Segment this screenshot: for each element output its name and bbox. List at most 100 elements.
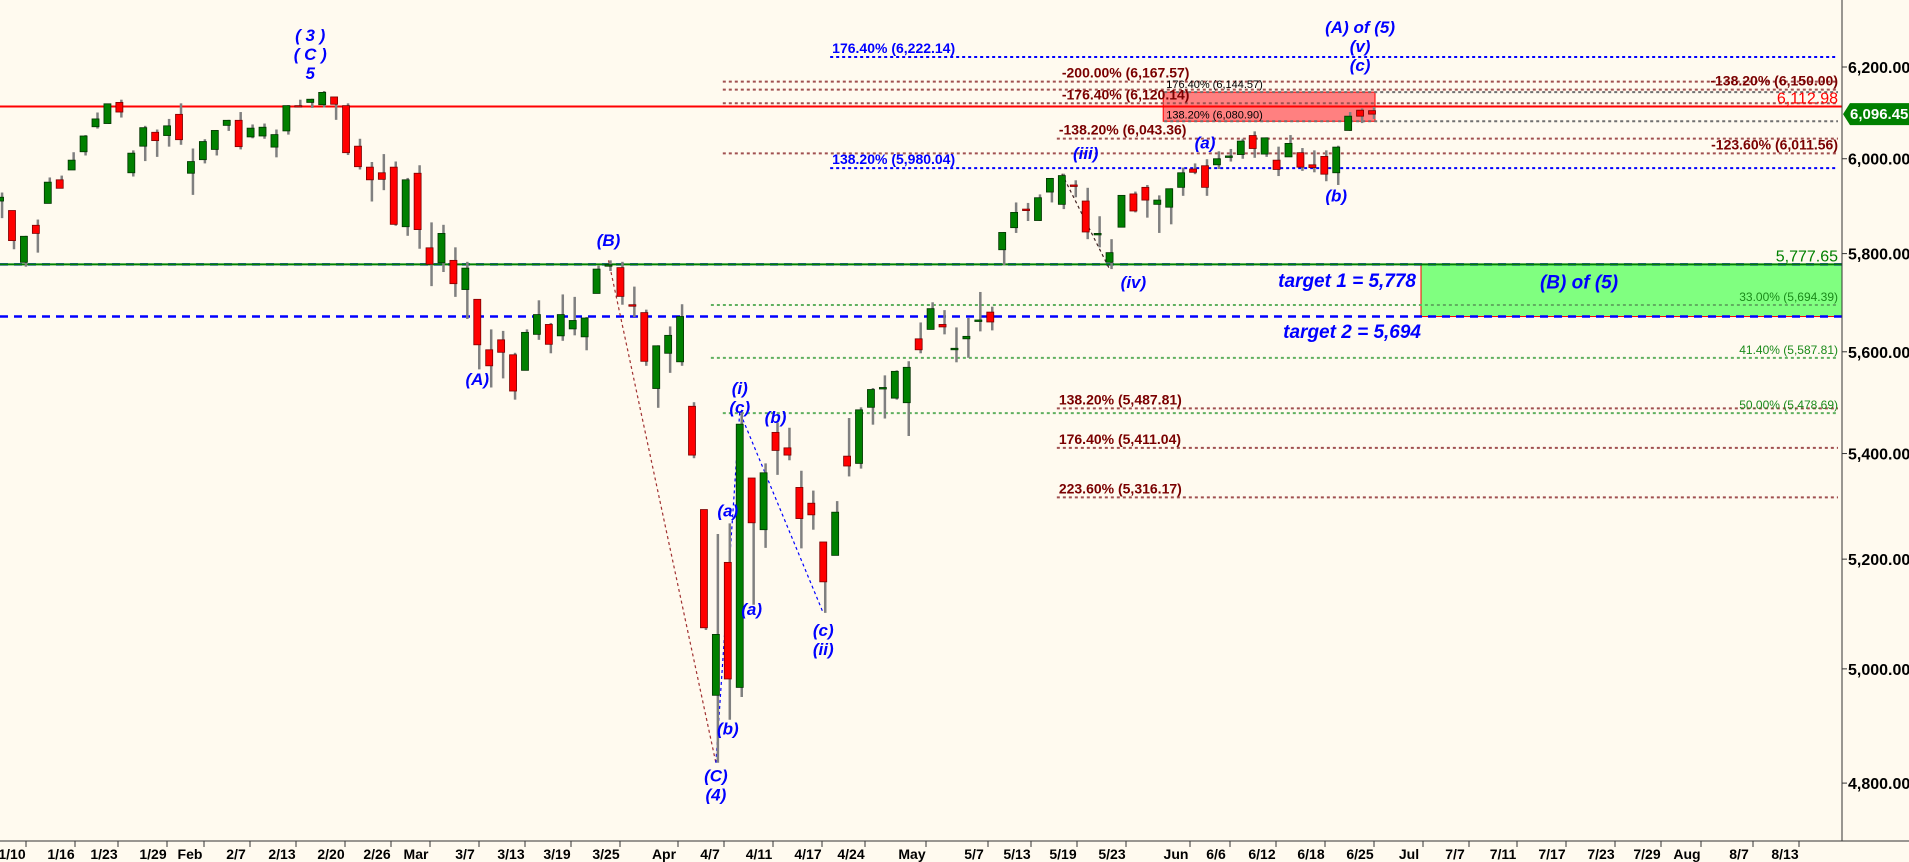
candle-body <box>580 317 589 338</box>
candle-body <box>1141 186 1150 201</box>
candle-body <box>1248 135 1257 149</box>
y-tick-label: 5,000.00 <box>1848 662 1909 679</box>
candle-body <box>568 320 577 330</box>
candle-body <box>0 196 4 202</box>
wave-lines-layer <box>607 173 1111 763</box>
x-tick-label: 7/17 <box>1538 846 1565 862</box>
candle-body <box>413 172 422 230</box>
x-tick-label: 4/7 <box>700 846 720 862</box>
candle-body <box>187 161 195 174</box>
y-tick-label: 4,800.00 <box>1848 776 1909 793</box>
candle-body <box>175 113 183 141</box>
candle-body <box>1272 159 1281 170</box>
candle-body <box>1165 188 1174 208</box>
candle-body <box>902 366 911 404</box>
candle-body <box>1069 184 1078 187</box>
x-tick-label: 5/7 <box>964 846 984 862</box>
fib-level-label: 223.60% (5,316.17) <box>1059 480 1182 496</box>
x-tick-label: Mar <box>404 846 429 862</box>
candle-body <box>1201 165 1209 188</box>
candle-body <box>425 247 434 265</box>
x-tick-label: 3/13 <box>497 846 524 862</box>
wave-label: (c) <box>813 621 834 640</box>
x-tick-label: 2/7 <box>226 846 246 862</box>
x-tick-label: 5/19 <box>1049 846 1076 862</box>
candle-body <box>1022 208 1030 211</box>
candle-body <box>1260 137 1269 155</box>
candle-body <box>1236 140 1245 155</box>
wave-label: (iv) <box>1121 273 1147 292</box>
wave-label: (C) <box>704 767 728 786</box>
candle-body <box>43 181 52 204</box>
x-tick-label: 8/7 <box>1729 846 1749 862</box>
fib-level-label: 41.40% (5,587.81) <box>1739 343 1838 357</box>
x-tick-label: 7/23 <box>1587 846 1614 862</box>
candle-body <box>640 312 649 362</box>
x-tick-label: 4/17 <box>794 846 821 862</box>
x-tick-label: Jun <box>1164 846 1189 862</box>
candle-body <box>1332 146 1341 174</box>
candle-body <box>974 319 983 322</box>
candle-body <box>103 103 112 124</box>
candle-body <box>831 511 840 556</box>
candle-body <box>449 259 458 285</box>
candle-body <box>1213 158 1221 166</box>
x-tick-label: Jul <box>1399 846 1419 862</box>
x-tick-label: 2/13 <box>268 846 295 862</box>
wave-label: (A) <box>465 370 489 389</box>
candle-body <box>652 345 661 389</box>
fib-level-label: 50.00% (5,478.69) <box>1739 398 1838 412</box>
candle-body <box>1284 142 1293 158</box>
x-tick-label: May <box>898 846 925 862</box>
candle-body <box>544 324 553 345</box>
candle-body <box>688 405 696 456</box>
x-tick-label: Feb <box>178 846 203 862</box>
x-tick-label: 2/20 <box>317 846 344 862</box>
last-price-tag <box>1843 103 1909 126</box>
candle-body <box>700 509 708 629</box>
candle-body <box>914 338 923 351</box>
wave-label: (b) <box>717 719 739 738</box>
candle-body <box>986 311 995 323</box>
last-price-label: 6,096.45 <box>1850 106 1908 123</box>
candle-body <box>1093 233 1102 236</box>
candle-body <box>365 166 374 181</box>
candle-body <box>342 105 350 154</box>
fib-level-label: -200.00% (6,167.57) <box>1062 65 1190 81</box>
candle-body <box>1368 110 1376 115</box>
x-tick-label: 5/23 <box>1098 846 1125 862</box>
candle-body <box>55 179 64 189</box>
candle-body <box>533 314 541 335</box>
fib-level-label: -123.60% (6,011.56) <box>1711 136 1838 152</box>
wave-connector-line <box>715 411 824 763</box>
wave-label: (b) <box>1325 186 1347 205</box>
candle-body <box>1296 152 1305 168</box>
candle-body <box>1344 115 1353 131</box>
target-zone-label: (B) of (5) <box>1540 272 1618 293</box>
candle-body <box>807 502 816 516</box>
candle-body <box>890 370 899 399</box>
x-tick-label: 7/7 <box>1445 846 1465 862</box>
candle-body <box>8 210 16 242</box>
x-tick-label: 6/25 <box>1346 846 1373 862</box>
wave-label: (A) of (5) <box>1325 18 1395 37</box>
candle-body <box>246 127 255 138</box>
candle-body <box>163 125 171 136</box>
fib-level-label: 33.00% (5,694.39) <box>1739 290 1838 304</box>
fib-level-label: -176.40% (6,120.14) <box>1062 86 1190 102</box>
candle-body <box>962 335 971 340</box>
candle-body <box>31 224 40 234</box>
wave-label: (iii) <box>1073 144 1099 163</box>
candle-body <box>115 102 124 113</box>
x-tick-label: Aug <box>1673 846 1700 862</box>
candle-body <box>759 472 768 531</box>
candle-body <box>485 349 494 367</box>
candle-body <box>437 233 446 264</box>
candle-body <box>91 118 100 128</box>
candle-body <box>234 119 243 148</box>
y-tick-label: 5,800.00 <box>1848 247 1909 264</box>
candle-body <box>389 166 398 225</box>
target-zone <box>1420 263 1843 318</box>
candle-body <box>294 105 303 108</box>
candle-body <box>151 131 160 142</box>
